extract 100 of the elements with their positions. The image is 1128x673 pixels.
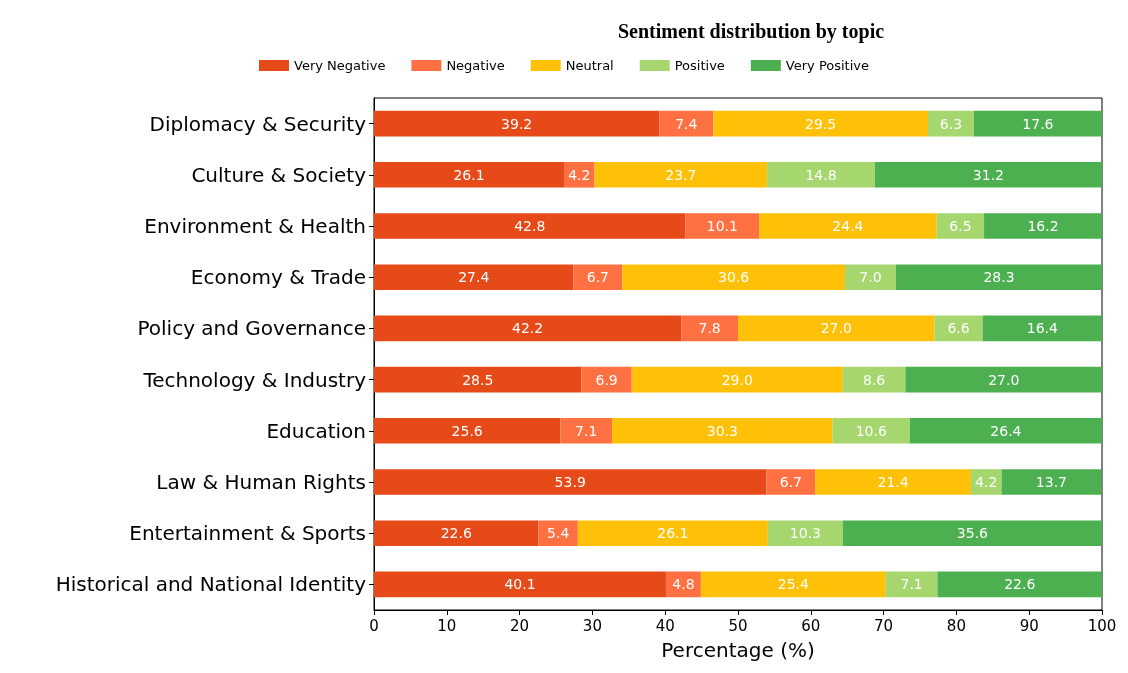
data-label: 35.6 <box>956 525 989 542</box>
data-label: 22.6 <box>440 525 472 542</box>
bar <box>937 571 1102 598</box>
y-tick-label: Law & Human Rights <box>156 470 366 494</box>
bar <box>538 520 578 546</box>
x-tick-label: 60 <box>801 616 821 635</box>
bar <box>759 213 937 239</box>
data-label: 10.6 <box>855 422 887 439</box>
data-label: 30.3 <box>706 422 738 439</box>
bar <box>564 162 595 188</box>
data-label: 26.4 <box>990 422 1022 439</box>
data-label: 22.6 <box>1004 576 1036 593</box>
data-label: 29.5 <box>805 115 837 132</box>
data-label: 23.7 <box>665 166 697 183</box>
x-tick-label: 100 <box>1087 616 1117 635</box>
bar <box>815 469 971 495</box>
x-tick-label: 90 <box>1019 616 1039 635</box>
data-label: 7.1 <box>900 576 923 593</box>
x-tick-label: 80 <box>946 616 966 635</box>
x-axis-title: Percentage (%) <box>661 638 815 662</box>
data-label: 26.1 <box>453 166 485 183</box>
data-label: 26.1 <box>657 525 689 542</box>
bar <box>713 110 929 137</box>
data-label: 4.2 <box>568 166 591 183</box>
legend-label: Very Negative <box>294 58 386 73</box>
bar <box>374 520 539 546</box>
bar <box>374 110 660 137</box>
data-label: 25.6 <box>451 422 483 439</box>
legend-label: Negative <box>446 58 505 73</box>
bar <box>766 469 816 495</box>
legend-label: Positive <box>674 58 725 73</box>
bar <box>984 213 1102 239</box>
x-tick-label: 70 <box>874 616 894 635</box>
data-label: 5.4 <box>547 525 570 542</box>
data-label: 7.8 <box>698 320 721 337</box>
bar <box>1001 469 1102 495</box>
data-label: 6.9 <box>595 371 618 388</box>
data-label: 10.1 <box>706 218 738 234</box>
data-label: 24.4 <box>832 218 864 234</box>
y-tick-label: Diplomacy & Security <box>149 111 367 136</box>
bar <box>374 315 682 342</box>
bar <box>659 110 714 137</box>
bar <box>973 110 1102 137</box>
bar <box>895 264 1102 290</box>
bar <box>700 571 886 598</box>
bar <box>573 264 623 290</box>
x-tick-label: 50 <box>728 616 748 635</box>
data-label: 40.1 <box>504 576 536 593</box>
data-label: 7.4 <box>675 115 698 132</box>
bar <box>374 162 565 188</box>
data-label: 29.0 <box>721 371 753 388</box>
data-label: 7.1 <box>575 422 598 439</box>
bar <box>374 418 561 444</box>
bar <box>374 469 767 495</box>
bar <box>767 162 875 188</box>
bar <box>577 520 768 546</box>
data-label: 6.7 <box>586 269 609 286</box>
x-tick-label: 0 <box>369 616 379 635</box>
data-label: 4.8 <box>672 576 695 593</box>
y-tick-label: Economy & Trade <box>190 265 366 290</box>
data-label: 31.2 <box>972 166 1005 183</box>
x-tick-label: 20 <box>510 616 530 635</box>
bar <box>560 418 613 444</box>
data-label: 7.0 <box>859 269 882 286</box>
data-label: 27.0 <box>988 371 1020 388</box>
data-label: 39.2 <box>501 115 533 132</box>
y-tick-label: Environment & Health <box>144 214 366 238</box>
y-tick-label: Education <box>266 418 366 443</box>
data-label: 27.0 <box>820 320 852 337</box>
data-label: 27.4 <box>458 269 490 286</box>
legend-label: Neutral <box>565 58 614 73</box>
data-label: 6.7 <box>779 474 802 490</box>
data-label: 6.5 <box>949 218 972 234</box>
x-tick-label: 30 <box>582 616 602 635</box>
y-tick-label: Policy and Governance <box>137 316 366 341</box>
data-label: 8.6 <box>863 371 886 388</box>
bar <box>845 264 896 290</box>
bar <box>874 162 1102 188</box>
bar <box>842 520 1102 546</box>
y-tick-label: Culture & Society <box>191 162 367 187</box>
bar <box>936 213 985 239</box>
legend-label: Very Positive <box>785 58 869 73</box>
data-label: 28.5 <box>462 371 494 388</box>
data-label: 30.6 <box>718 269 750 286</box>
bar <box>767 520 843 546</box>
x-tick-label: 40 <box>655 616 675 635</box>
bar <box>374 264 574 290</box>
y-tick-label: Entertainment & Sports <box>129 521 366 546</box>
y-tick-label: Technology & Industry <box>142 367 367 392</box>
bar <box>885 571 938 598</box>
data-label: 21.4 <box>877 474 909 490</box>
data-label: 6.6 <box>947 320 970 337</box>
x-tick-label: 10 <box>437 616 457 635</box>
bar <box>681 315 738 342</box>
bar <box>982 315 1102 342</box>
bar <box>832 418 910 444</box>
data-label: 13.7 <box>1035 474 1067 490</box>
bar <box>738 315 935 342</box>
bar <box>631 366 843 393</box>
bar <box>685 213 760 239</box>
